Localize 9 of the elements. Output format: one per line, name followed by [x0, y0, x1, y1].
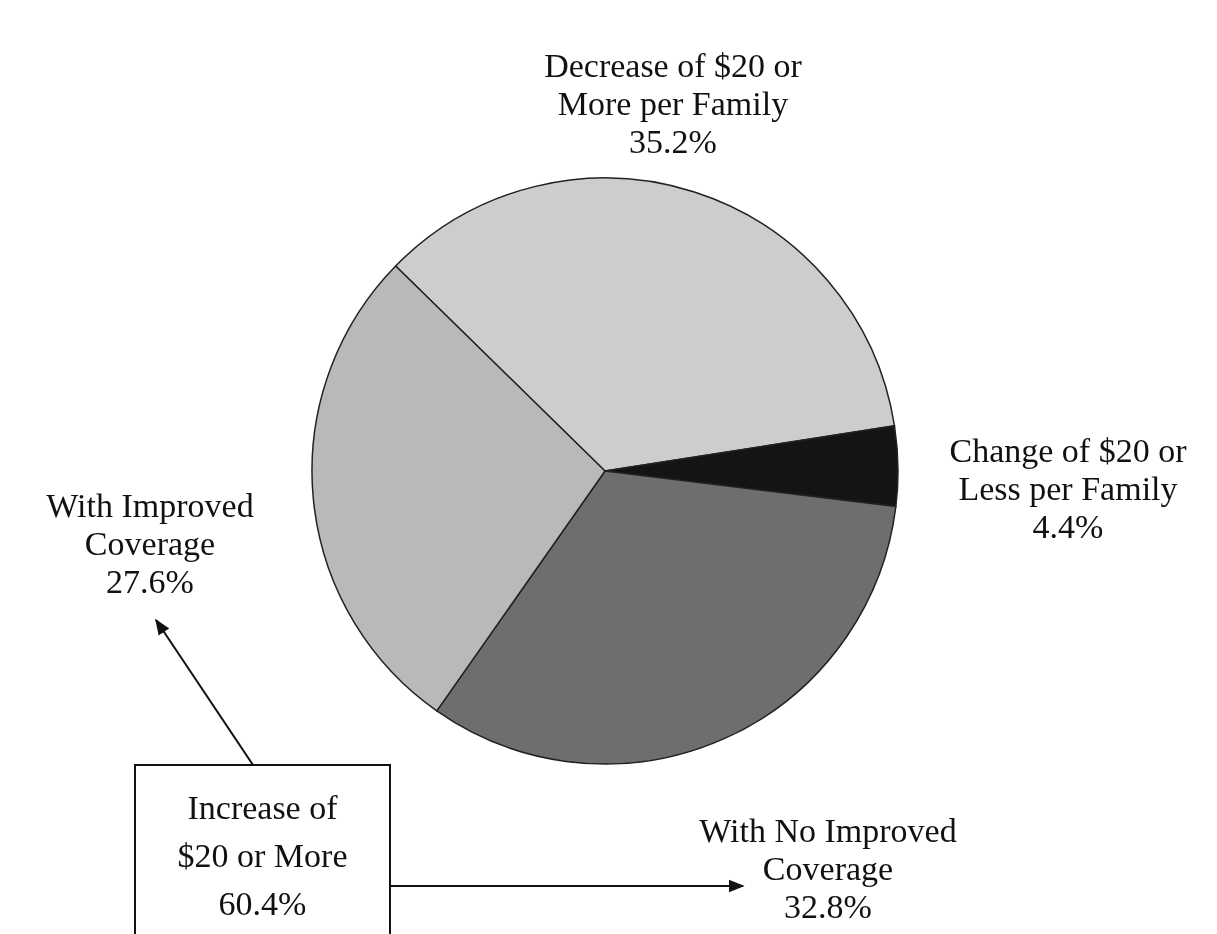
text: Increase of $20 or More 60.4%: [177, 789, 348, 922]
slice-label: With No Improved Coverage: [699, 812, 957, 887]
data-label: 27.6%: [106, 563, 194, 600]
slice-label: Change of $20 or Less per Family: [949, 432, 1188, 507]
slice-label: With Improved Coverage: [46, 487, 254, 562]
data-label: 4.4%: [1032, 508, 1104, 545]
data-label: 32.8%: [784, 888, 872, 925]
slice-label: Decrease of $20 or More per Family: [544, 47, 803, 122]
data-label: 35.2%: [629, 123, 717, 160]
